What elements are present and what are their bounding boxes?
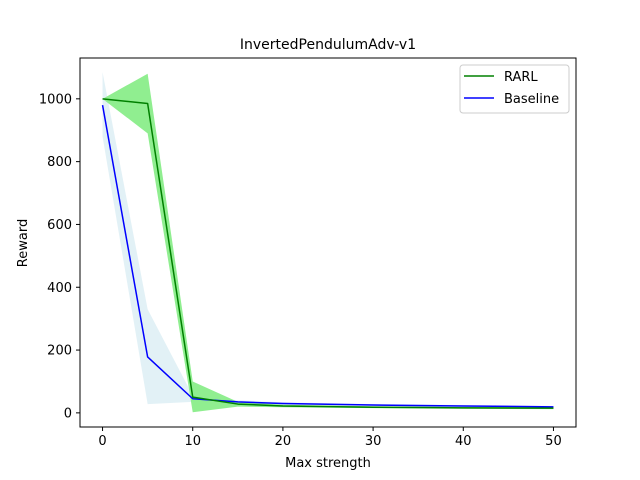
y-tick-label: 1000: [39, 92, 72, 107]
series-lines: [101, 98, 554, 409]
line-baseline: [101, 104, 554, 408]
x-tick-label: 30: [365, 434, 382, 449]
x-tick-label: 10: [184, 434, 201, 449]
y-tick-label: 600: [47, 218, 72, 233]
confidence-bands: [102, 72, 554, 413]
line-rarl: [102, 98, 554, 409]
x-axis-label: Max strength: [285, 456, 371, 471]
y-axis-ticks: 0 200 400 600 800 1000: [39, 92, 80, 421]
chart-title: InvertedPendulumAdv-v1: [240, 37, 416, 53]
axes-frame: [79, 57, 577, 428]
y-axis-label: Reward: [16, 219, 31, 267]
x-axis-ticks: 0 10 20 30 40 50: [98, 427, 562, 449]
legend-box: [459, 64, 570, 114]
y-tick-label: 200: [47, 344, 72, 359]
y-tick-label: 0: [64, 406, 72, 421]
x-tick-label: 20: [275, 434, 292, 449]
x-tick-label: 0: [98, 434, 106, 449]
y-tick-label: 800: [47, 155, 72, 170]
band-baseline: [102, 72, 554, 408]
x-tick-label: 50: [545, 434, 562, 449]
x-tick-label: 40: [455, 434, 472, 449]
legend-label-rarl: RARL: [504, 70, 538, 85]
legend: RARL Baseline: [459, 64, 570, 114]
y-tick-label: 400: [47, 281, 72, 296]
legend-label-baseline: Baseline: [504, 92, 559, 107]
